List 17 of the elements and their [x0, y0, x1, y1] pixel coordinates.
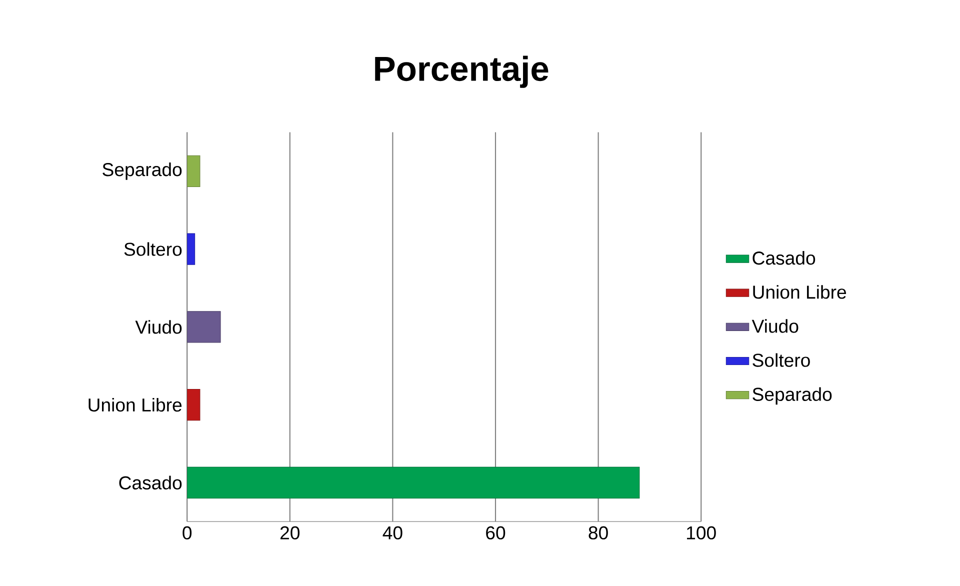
legend-label: Union Libre [753, 285, 846, 299]
y-tick-label: Viudo [135, 320, 182, 334]
y-tick-label: Casado [119, 476, 182, 490]
legend-label: Casado [752, 251, 816, 265]
y-tick-label: Soltero [124, 242, 182, 256]
y-tick-label: Separado [102, 162, 182, 180]
y-tick-label: Union Libre [88, 398, 182, 412]
x-tick-label: 40 [382, 526, 402, 540]
x-tick-label: 20 [280, 526, 300, 540]
legend-label: Soltero [752, 353, 810, 368]
x-tick-label: 80 [588, 526, 608, 540]
x-tick-label: 0 [182, 526, 192, 540]
chart-title: Porcentaje [375, 56, 548, 88]
legend-label: Separado [752, 387, 832, 405]
x-tick-label: 60 [486, 526, 506, 540]
x-tick-label: 100 [687, 526, 716, 540]
legend-label: Viudo [752, 319, 798, 333]
